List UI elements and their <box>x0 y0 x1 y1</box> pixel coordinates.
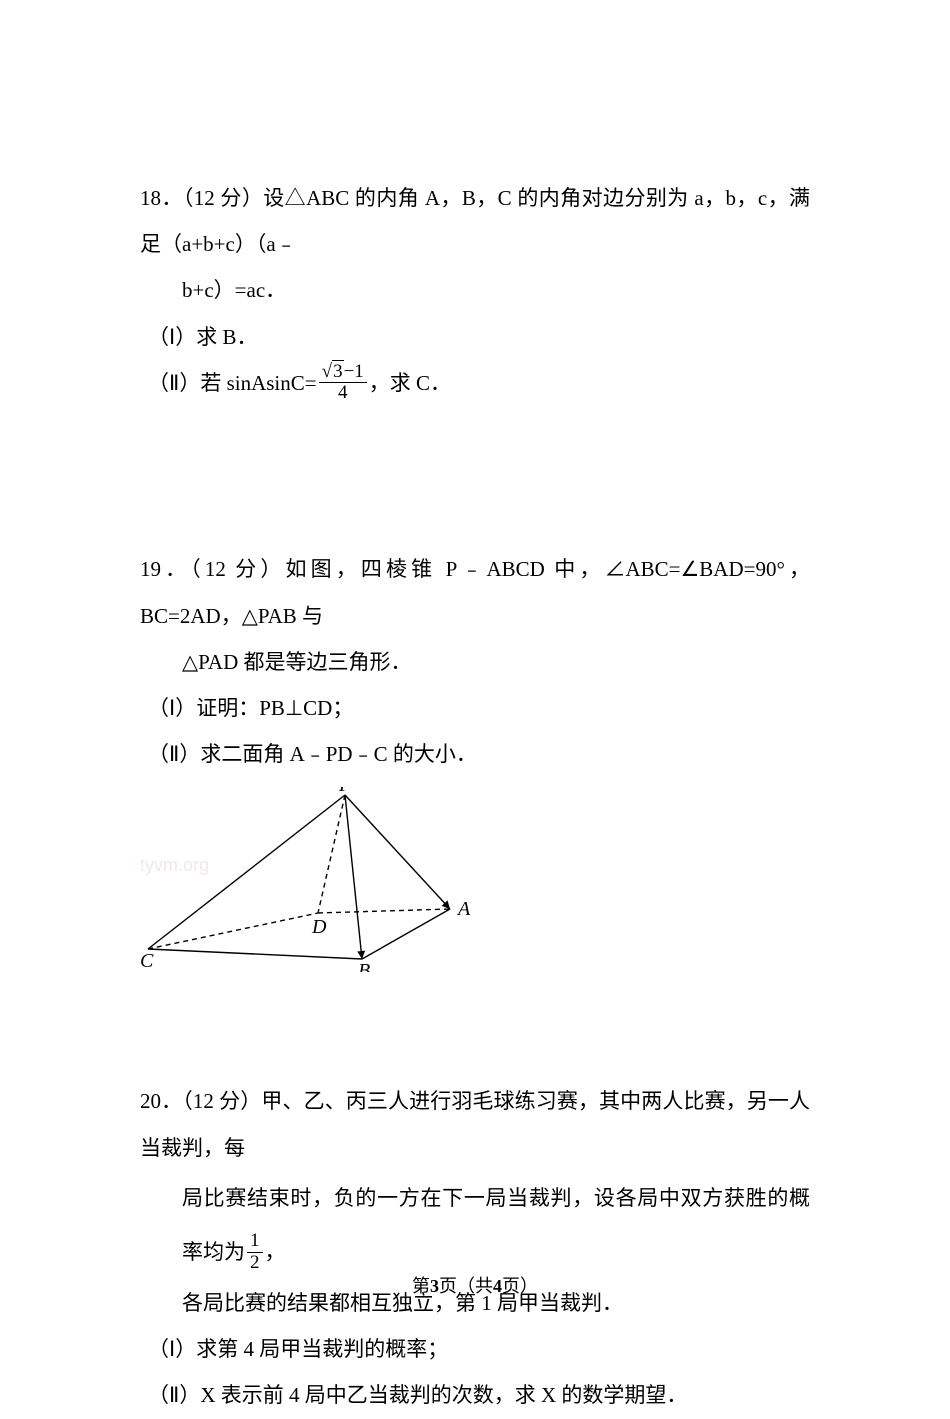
footer-b: 页（共 <box>439 1276 493 1296</box>
problem-20: 20．（12 分）甲、乙、丙三人进行羽毛球练习赛，其中两人比赛，另一人当裁判，每… <box>140 1078 810 1418</box>
p20-frac-num: 1 <box>247 1231 263 1253</box>
footer-page: 3 <box>430 1276 439 1296</box>
pyramid-diagram: P A B C D <box>140 787 480 972</box>
p18-line1b: b+c）=ac． <box>140 267 810 313</box>
svg-text:C: C <box>140 950 154 972</box>
svg-text:D: D <box>311 916 327 938</box>
p20-part2: （Ⅱ）X 表示前 4 局中乙当裁判的次数，求 X 的数学期望． <box>140 1372 810 1418</box>
p20-line1: 20．（12 分）甲、乙、丙三人进行羽毛球练习赛，其中两人比赛，另一人当裁判，每 <box>140 1078 810 1170</box>
p18-fraction: 3−14 <box>319 362 367 405</box>
p18-sqrt-radicand: 3 <box>332 360 344 382</box>
p19-line1a: 19．（12 分）如图，四棱锥 P﹣ABCD 中，∠ABC=∠BAD=90°，B… <box>140 546 810 638</box>
svg-text:P: P <box>338 787 351 796</box>
footer-a: 第 <box>412 1276 430 1296</box>
p18-line1a: 18．（12 分）设△ABC 的内角 A，B，C 的内角对边分别为 a，b，c，… <box>140 175 810 267</box>
p18-part2: （Ⅱ）若 sinAsinC=3−14，求 C． <box>140 360 810 407</box>
footer-total: 4 <box>493 1276 502 1296</box>
footer-c: 页） <box>502 1276 538 1296</box>
p19-figure: P A B C D <box>140 787 810 988</box>
p19-part2: （Ⅱ）求二面角 A﹣PD﹣C 的大小． <box>140 731 810 777</box>
p19-line1b: △PAD 都是等边三角形． <box>140 639 810 685</box>
problem-19: 19．（12 分）如图，四棱锥 P﹣ABCD 中，∠ABC=∠BAD=90°，B… <box>140 546 810 988</box>
page-footer: 第3页（共4页） <box>0 1272 950 1298</box>
p18-part2-text-a: （Ⅱ）若 sinAsinC= <box>148 371 317 395</box>
p18-frac-den: 4 <box>319 383 367 404</box>
p18-part1: （Ⅰ）求 B． <box>140 314 810 360</box>
p20-fraction: 12 <box>247 1231 263 1274</box>
p18-frac-num-suffix: −1 <box>344 361 364 382</box>
p18-part2-text-b: ，求 C． <box>369 371 451 395</box>
p20-frac-den: 2 <box>247 1253 263 1274</box>
p20-line2-b: ， <box>265 1240 286 1264</box>
watermark: tyvm.org <box>140 855 209 876</box>
p20-line2: 局比赛结束时，负的一方在下一局当裁判，设各局中双方获胜的概率均为12， <box>140 1171 810 1280</box>
p20-part1: （Ⅰ）求第 4 局甲当裁判的概率； <box>140 1326 810 1372</box>
svg-text:A: A <box>456 898 471 920</box>
svg-text:B: B <box>358 960 370 972</box>
problem-18: 18．（12 分）设△ABC 的内角 A，B，C 的内角对边分别为 a，b，c，… <box>140 175 810 406</box>
p19-part1: （Ⅰ）证明：PB⊥CD； <box>140 685 810 731</box>
